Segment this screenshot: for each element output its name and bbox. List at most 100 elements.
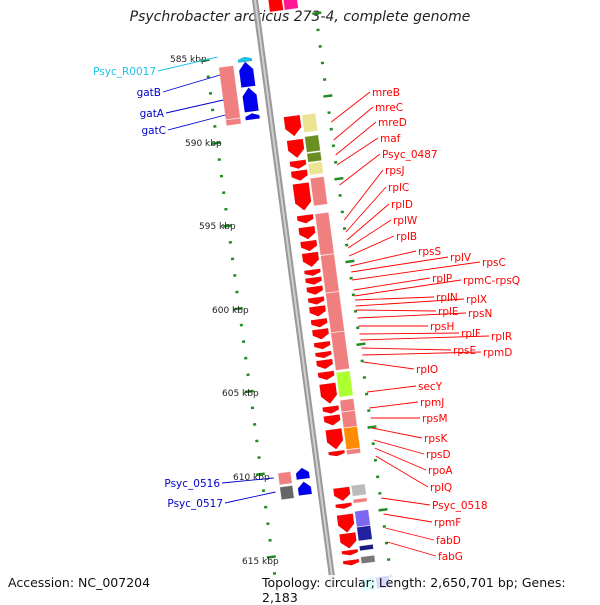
gene-label-rplB: rplB [396,231,417,243]
gene-box-partial [266,0,285,13]
leader-line [347,219,392,249]
kbp-label: 605 kbp [222,389,259,399]
tick-mark-right [320,61,325,65]
gene-arrow [292,182,312,211]
tick-mark-left [235,290,239,294]
gene-box [307,161,324,176]
tick-mark-left [228,240,232,244]
gene-box [345,447,362,456]
gene-label-rpmC-rpsQ: rpmC-rpsQ [463,275,520,287]
gene-box [314,211,335,257]
gene-arrow [336,513,355,533]
leader-line [167,114,226,131]
tick-mark-right [367,425,377,429]
backbone [249,0,337,588]
gene-arrow [303,268,321,277]
leader-line [350,250,417,267]
tick-mark-left [233,274,237,277]
gene-box [306,151,323,163]
tick-mark-right [327,111,331,115]
kbp-label: 595 kbp [199,222,236,232]
leader-line [162,74,221,93]
gene-arrow [307,296,325,305]
leader-line [346,203,390,241]
tick-mark-right [387,558,391,562]
gene-label-rplN: rplN [436,292,458,304]
gene-box [358,543,375,552]
gene-label-rplV: rplV [450,252,472,264]
tick-mark-right [382,525,386,528]
tick-mark-right [322,78,327,81]
tick-mark-left [233,306,243,311]
gene-label-Psyc_0518: Psyc_0518 [432,500,488,512]
leader-line [352,261,481,281]
gene-arrow [298,225,316,240]
gene-label-rplC: rplC [388,182,409,194]
gene-label-rpsE: rpsE [453,345,476,357]
tick-mark-right [316,28,320,32]
tick-mark-right [331,144,336,148]
gene-label-rpmF: rpmF [434,517,461,529]
kbp-label: 585 kbp [170,55,207,65]
gene-arrow [333,486,351,502]
gene-label-mreD: mreD [378,117,407,129]
leader-line [345,186,387,233]
leader-line [383,513,433,523]
tick-mark-left [244,356,248,360]
tick-mark-right [378,491,382,495]
tick-mark-left [255,472,265,477]
tick-mark-left [250,406,255,410]
leader-line [369,401,419,409]
gene-box [335,370,354,398]
gene-arrow [296,213,314,224]
feature-track [200,0,393,592]
gene-label-rplD: rplD [391,199,413,211]
gene-label-fabG: fabG [438,551,463,563]
tick-mark-right [345,259,355,264]
gene-label-secY: secY [418,381,443,393]
tick-mark-right [356,342,366,347]
gene-label-rplF: rplF [461,328,481,340]
tick-mark-right [373,458,378,462]
leader-line [339,153,381,186]
tick-mark-right [338,193,342,197]
gene-label-rpoA: rpoA [428,465,453,477]
leader-line [354,279,462,297]
leader-line [333,106,374,141]
leader-line [361,347,452,351]
tick-mark-right [349,276,353,280]
tick-mark-right [371,442,375,446]
tick-mark-left [219,174,224,178]
tick-mark-left [246,373,250,377]
kbp-label: 590 kbp [185,139,222,149]
leader-line [357,312,467,319]
gene-label-rpmJ: rpmJ [420,397,444,409]
gene-label-rplQ: rplQ [430,482,452,494]
tick-mark-right [351,293,355,297]
tick-mark-left [222,191,226,195]
leader-line [354,296,435,301]
tick-mark-left [257,456,261,459]
tick-mark-right [329,127,333,131]
gene-box [339,398,356,413]
gene-label-rpsJ: rpsJ [385,165,405,177]
tick-mark-right [378,507,388,512]
tick-mark-left [255,439,259,443]
tick-mark-left [211,141,221,145]
gene-arrow [297,481,313,496]
gene-arrow [314,350,332,359]
tick-mark-left [213,125,217,128]
gene-arrow [290,169,308,181]
leader-line [373,439,425,455]
gene-box-gatC [225,117,242,127]
tick-mark-left [224,207,228,211]
leader-line [165,99,224,114]
tick-mark-left [239,323,244,327]
gene-label-gatA: gatA [140,108,165,120]
gene-arrow [323,414,341,426]
gene-label-maf: maf [380,133,401,145]
gene-label-rpsN: rpsN [468,308,492,320]
tick-mark-right [334,160,338,164]
gene-box-partial [281,0,299,11]
gene-arrow [328,449,345,457]
